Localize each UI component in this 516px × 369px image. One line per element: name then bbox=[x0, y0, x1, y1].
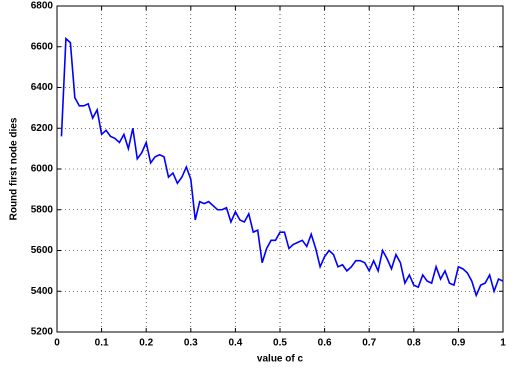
y-tick-label: 5600 bbox=[31, 245, 54, 256]
data-line bbox=[60, 36, 504, 298]
x-tick-label: 0.4 bbox=[228, 338, 242, 349]
x-tick-label: 0.8 bbox=[407, 338, 421, 349]
y-tick-label: 6800 bbox=[31, 1, 54, 12]
x-tick-label: 0.7 bbox=[362, 338, 376, 349]
y-tick-label: 6200 bbox=[31, 123, 54, 134]
x-tick-label: 1 bbox=[500, 338, 506, 349]
x-tick-label: 0 bbox=[54, 338, 60, 349]
y-tick-label: 6000 bbox=[31, 164, 54, 175]
x-axis-label: value of c bbox=[257, 354, 304, 365]
x-tick-label: 0.2 bbox=[139, 338, 153, 349]
y-tick-label: 5400 bbox=[31, 286, 54, 297]
y-tick-label: 6400 bbox=[31, 82, 54, 93]
x-tick-label: 0.6 bbox=[318, 338, 332, 349]
x-tick-label: 0.3 bbox=[184, 338, 198, 349]
y-tick-label: 5200 bbox=[31, 327, 54, 338]
plot-area bbox=[56, 5, 504, 333]
y-tick-label: 5800 bbox=[31, 204, 54, 215]
x-tick-label: 0.5 bbox=[273, 338, 287, 349]
x-tick-label: 0.9 bbox=[451, 338, 465, 349]
y-axis-label: Round first node dies bbox=[9, 117, 20, 220]
y-tick-label: 6600 bbox=[31, 41, 54, 52]
x-tick-label: 0.1 bbox=[95, 338, 109, 349]
